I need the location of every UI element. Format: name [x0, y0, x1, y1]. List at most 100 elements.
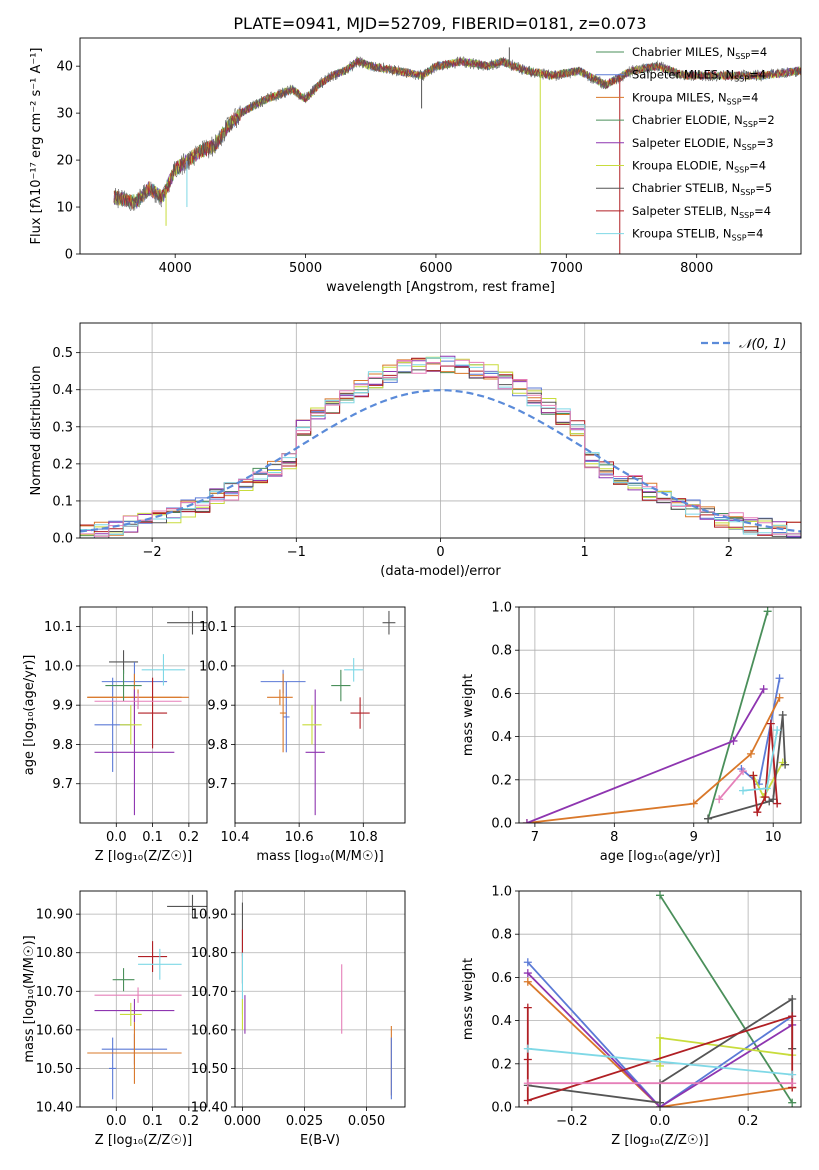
- y-tick-label: 9.9: [207, 699, 228, 714]
- y-tick-label: 20: [56, 154, 73, 169]
- weight-marker: [715, 795, 724, 804]
- y-axis-label: mass weight: [461, 958, 476, 1040]
- x-tick-label: 0.1: [142, 1114, 163, 1129]
- plot-area: [87, 894, 207, 1100]
- y-tick-label: 0.5: [52, 346, 73, 361]
- axes-frame: [234, 606, 406, 824]
- errorbar-point: [138, 941, 168, 972]
- errorbar-point: [141, 654, 186, 686]
- plot-weight-vs-Z: −0.2 0.0 0.2 0.0 0.2 0.4 0.6 0.8 1.0 Z [log₁₀(Z/Z…: [461, 885, 802, 1148]
- weight-marker: [522, 819, 531, 823]
- errorbar-point: [302, 705, 322, 745]
- y-tick-label: 0.0: [52, 532, 73, 547]
- y-tick-label: 0.2: [491, 1057, 512, 1072]
- spectrum-line: [113, 57, 801, 207]
- figure-title: PLATE=0941, MJD=52709, FIBERID=0181, z=0…: [233, 14, 646, 33]
- errorbar-point: [138, 948, 182, 980]
- errorbar-point: [94, 987, 182, 1003]
- weight-marker: [749, 771, 758, 780]
- y-tick-label: 10.50: [191, 1062, 228, 1077]
- weight-marker: [689, 799, 698, 808]
- plot-area: [523, 891, 797, 1107]
- weight-marker: [788, 995, 797, 1003]
- weight-line: [659, 894, 793, 1104]
- x-tick-label: 0: [436, 545, 444, 560]
- errorbar-point: [138, 677, 168, 749]
- weight-marker: [523, 1003, 532, 1012]
- weight-marker: [762, 784, 771, 793]
- plot-residuals: −2 −1 0 1 2 0.0 0.1 0.2 0.3 0.4 0.5 (data-model)/er…: [29, 322, 802, 579]
- weight-marker: [759, 685, 768, 694]
- weight-line: [527, 972, 793, 1107]
- plot-spectrum: 4000 5000 6000 7000 8000 0 10 20 30 40 wavelength …: [29, 37, 802, 295]
- errorbar-point: [283, 681, 290, 753]
- weight-marker: [778, 711, 787, 719]
- errorbar-point: [105, 669, 142, 702]
- y-tick-label: 10.80: [191, 946, 228, 961]
- errorbar-point: [267, 689, 293, 706]
- weight-line: [526, 697, 781, 823]
- errorbar-point: [109, 1037, 117, 1100]
- y-tick-label: 10.90: [191, 908, 228, 923]
- legend-label: Kroupa MILES, NSSP=4: [632, 90, 758, 106]
- y-tick-label: 10.70: [36, 985, 73, 1000]
- histogram-step: [80, 359, 801, 537]
- y-tick-label: 30: [56, 107, 73, 122]
- errorbar-point: [112, 968, 135, 992]
- x-axis-label: age [log₁₀(age/yr)]: [600, 849, 721, 864]
- x-tick-label: 0.2: [179, 1114, 200, 1129]
- x-axis-label: mass [log₁₀(M/M☉)]: [256, 849, 383, 864]
- y-tick-label: 10.90: [36, 908, 73, 923]
- x-tick-label: 8000: [680, 261, 713, 276]
- y-tick-label: 0.4: [52, 383, 73, 398]
- errorbar-point: [331, 669, 351, 702]
- x-tick-label: −1: [287, 545, 306, 560]
- x-tick-label: 10.4: [221, 830, 250, 845]
- weight-marker: [761, 793, 770, 802]
- weight-marker: [523, 969, 532, 978]
- errorbar-point: [87, 1022, 182, 1084]
- y-tick-label: 10: [56, 201, 73, 216]
- y-tick-label: 9.8: [52, 738, 73, 753]
- weight-marker: [656, 1033, 664, 1042]
- plot-weight-vs-age: 7 8 9 10 0.0 0.2 0.4 0.6 0.8 1.0 age [log₁₀(age/yr…: [461, 601, 802, 864]
- x-tick-label: 9: [690, 830, 698, 845]
- x-axis-label: E(B-V): [300, 1133, 340, 1148]
- weight-marker: [766, 719, 775, 728]
- weight-line: [718, 770, 744, 800]
- weight-marker: [775, 674, 784, 683]
- axes-frame: [79, 606, 208, 824]
- errorbar-point: [350, 697, 370, 729]
- weight-marker: [788, 1098, 797, 1107]
- errorbar-point: [94, 693, 182, 710]
- x-tick-label: 0.000: [224, 1114, 261, 1129]
- y-tick-label: 40: [56, 60, 73, 75]
- y-tick-label: 10.70: [191, 985, 228, 1000]
- errorbar-point: [382, 610, 396, 635]
- y-tick-label: 10.50: [36, 1062, 73, 1077]
- y-tick-label: 0.0: [491, 1101, 512, 1116]
- x-tick-label: 2: [725, 545, 733, 560]
- y-tick-label: 0.0: [491, 817, 512, 832]
- weight-marker: [769, 795, 778, 804]
- y-tick-label: 0.4: [491, 730, 512, 745]
- weight-line: [526, 688, 765, 823]
- x-tick-label: 0.2: [738, 1114, 759, 1129]
- x-tick-label: 0.050: [348, 1114, 385, 1129]
- plot-age-vs-Z: 0.0 0.1 0.2 9.7 9.8 9.9 10.0 10.1 Z [log₁₀(Z/Z☉)…: [22, 606, 208, 864]
- x-axis-label: Z [log₁₀(Z/Z☉)]: [95, 1133, 192, 1148]
- weight-marker: [781, 760, 790, 769]
- x-tick-label: 1: [581, 545, 589, 560]
- y-tick-label: 9.8: [207, 738, 228, 753]
- weight-line: [707, 611, 769, 819]
- legend-label: 𝒩(0, 1): [739, 337, 786, 352]
- y-tick-label: 9.7: [207, 777, 228, 792]
- x-tick-label: 8: [610, 830, 618, 845]
- y-tick-label: 10.40: [36, 1101, 73, 1116]
- weight-marker: [739, 786, 748, 795]
- x-tick-label: 0.1: [142, 830, 163, 845]
- errorbar-point: [167, 894, 207, 918]
- x-tick-label: 0.025: [286, 1114, 323, 1129]
- axes-frame: [79, 37, 802, 255]
